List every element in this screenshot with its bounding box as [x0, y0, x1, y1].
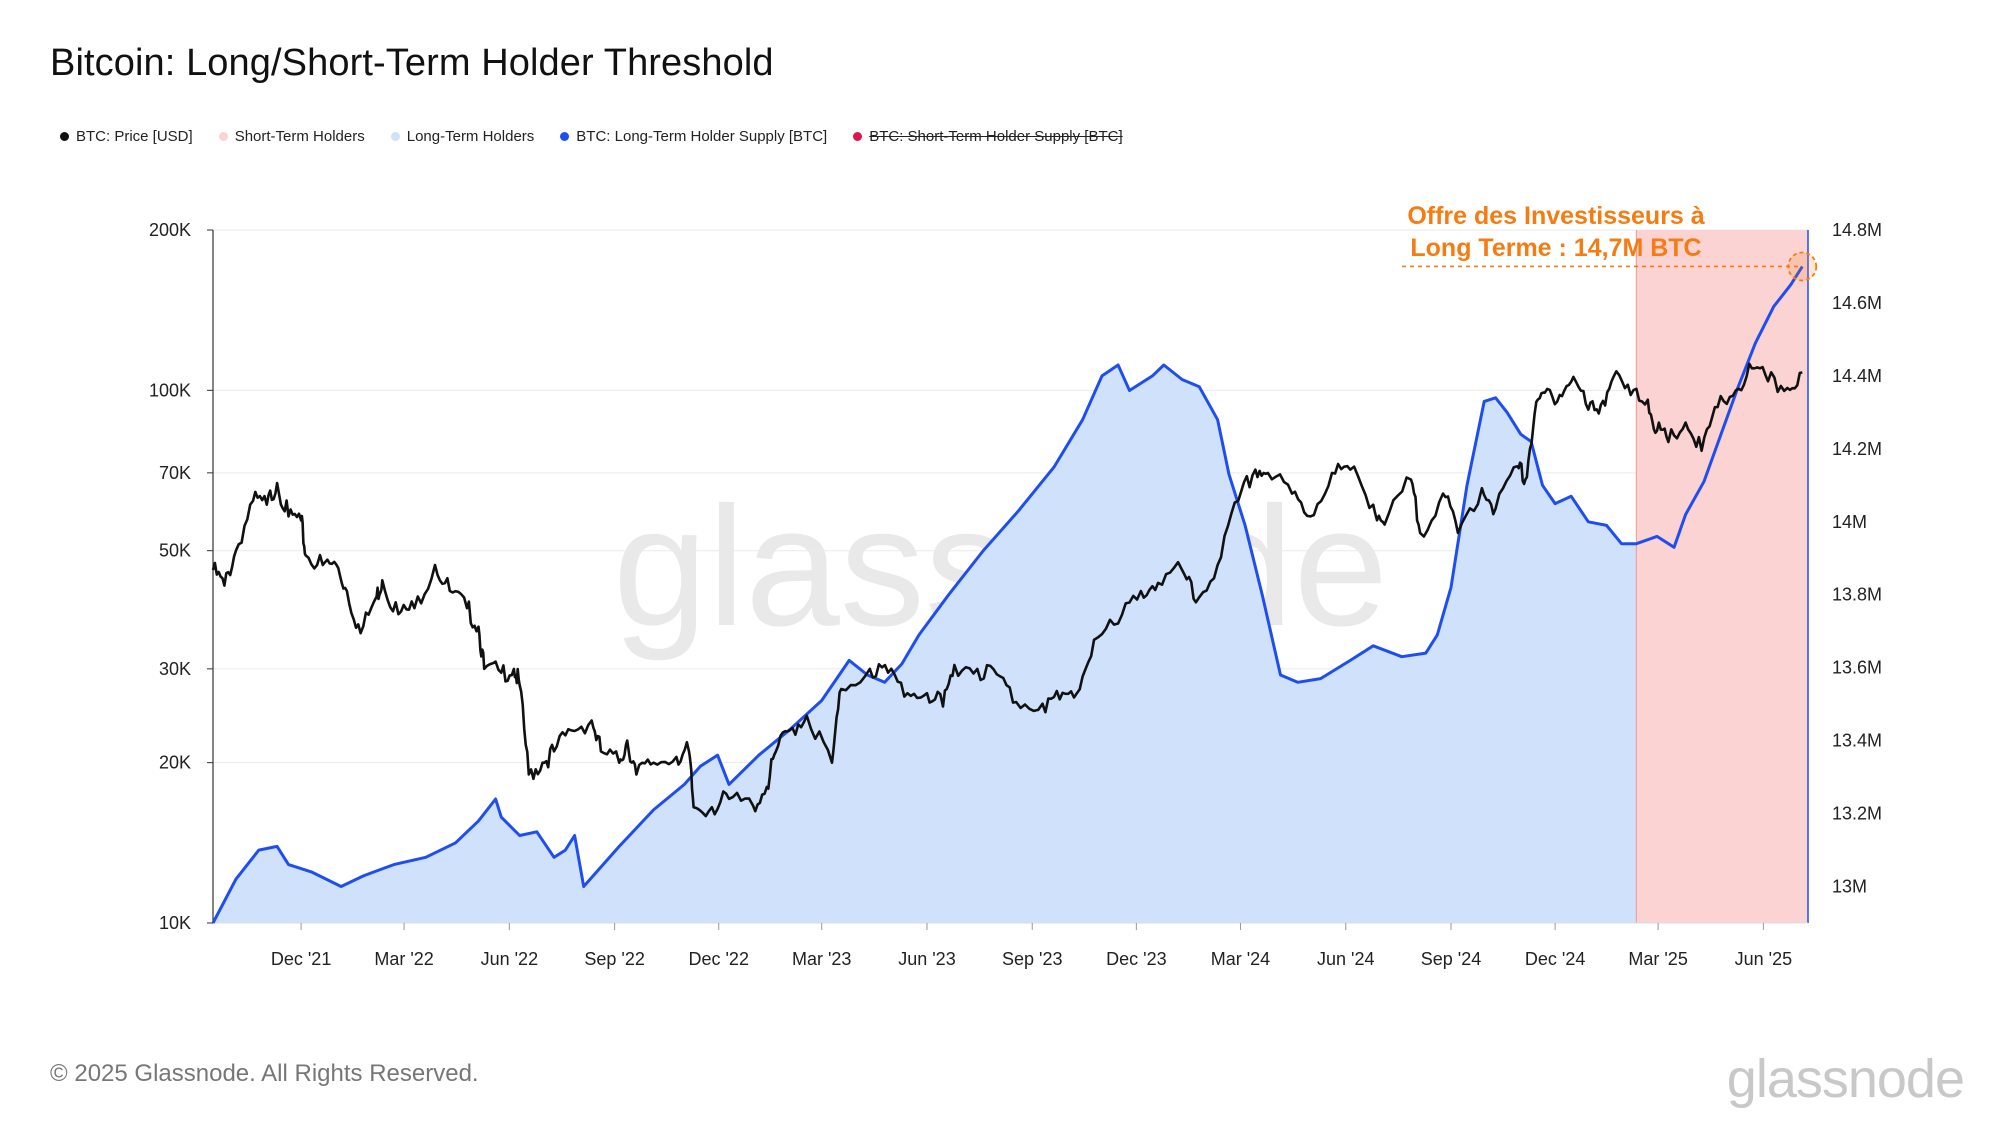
y-right-tick-label: 14.2M — [1832, 439, 1882, 459]
x-tick-label: Dec '21 — [271, 949, 331, 969]
legend-item-4[interactable]: BTC: Short-Term Holder Supply [BTC] — [853, 128, 1123, 145]
x-tick-label: Mar '23 — [792, 949, 851, 969]
legend-dot-icon — [390, 132, 400, 141]
y-right-tick-label: 13.2M — [1832, 804, 1882, 824]
chart-area: glassnode200K100K70K50K30K20K10K14.8M14.… — [149, 202, 1882, 969]
y-left-tick-label: 70K — [159, 463, 191, 483]
y-left-tick-label: 20K — [159, 753, 191, 773]
y-left-tick-label: 30K — [159, 659, 191, 679]
x-tick-label: Dec '24 — [1525, 949, 1585, 969]
copyright-text: © 2025 Glassnode. All Rights Reserved. — [50, 1060, 479, 1087]
x-tick-label: Mar '22 — [374, 949, 433, 969]
y-right-tick-label: 13M — [1832, 877, 1867, 897]
glassnode-logo: glassnode — [1726, 1049, 1965, 1109]
y-right-tick-label: 14.6M — [1832, 293, 1882, 313]
x-tick-label: Jun '23 — [898, 949, 955, 969]
x-tick-label: Mar '25 — [1628, 949, 1687, 969]
legend-dot-icon — [218, 132, 228, 141]
x-tick-label: Jun '22 — [481, 949, 538, 969]
x-tick-label: Sep '22 — [584, 949, 645, 969]
legend-item-3[interactable]: BTC: Long-Term Holder Supply [BTC] — [560, 128, 827, 145]
legend-label: BTC: Long-Term Holder Supply [BTC] — [576, 128, 828, 145]
x-tick-label: Jun '25 — [1735, 949, 1792, 969]
y-right-tick-label: 13.4M — [1832, 731, 1882, 751]
y-left-tick-label: 50K — [159, 541, 191, 561]
x-tick-label: Dec '22 — [688, 949, 748, 969]
series-btc-price-line — [211, 362, 1803, 818]
x-tick-label: Dec '23 — [1106, 949, 1166, 969]
legend-item-1[interactable]: Short-Term Holders — [218, 128, 365, 145]
legend-item-2[interactable]: Long-Term Holders — [390, 128, 535, 145]
chart-title: Bitcoin: Long/Short-Term Holder Threshol… — [50, 42, 774, 84]
y-right-tick-label: 14M — [1832, 512, 1867, 532]
annotation-marker — [1787, 251, 1818, 282]
legend-label: Long-Term Holders — [406, 128, 535, 145]
y-left-tick-label: 100K — [149, 380, 191, 400]
series-lth-supply-line — [211, 265, 1804, 924]
region-short-term-holders — [1636, 230, 1808, 923]
region-long-term-holders — [213, 365, 1637, 923]
legend-label: BTC: Price [USD] — [76, 128, 193, 145]
x-tick-label: Sep '24 — [1421, 949, 1482, 969]
y-left-tick-label: 200K — [149, 220, 191, 240]
x-tick-label: Mar '24 — [1211, 949, 1270, 969]
y-left-tick-label: 10K — [159, 913, 191, 933]
legend-dot-icon — [853, 132, 863, 141]
y-right-tick-label: 13.6M — [1832, 658, 1882, 678]
y-right-tick-label: 13.8M — [1832, 585, 1882, 605]
legend-label: BTC: Short-Term Holder Supply [BTC] — [869, 128, 1123, 145]
annotation-text-line: Long Terme : 14,7M BTC — [1410, 234, 1701, 262]
y-right-tick-label: 14.8M — [1832, 220, 1882, 240]
legend-dot-icon — [560, 132, 570, 141]
x-tick-label: Jun '24 — [1317, 949, 1374, 969]
y-right-tick-label: 14.4M — [1832, 366, 1882, 386]
legend-dot-icon — [60, 132, 69, 141]
x-tick-label: Sep '23 — [1002, 949, 1063, 969]
legend: BTC: Price [USD] Short-Term Holders Long-T… — [60, 128, 1123, 145]
annotation-text-line: Offre des Investisseurs à — [1407, 202, 1704, 230]
legend-label: Short-Term Holders — [234, 128, 365, 145]
legend-item-0[interactable]: BTC: Price [USD] — [60, 128, 193, 145]
